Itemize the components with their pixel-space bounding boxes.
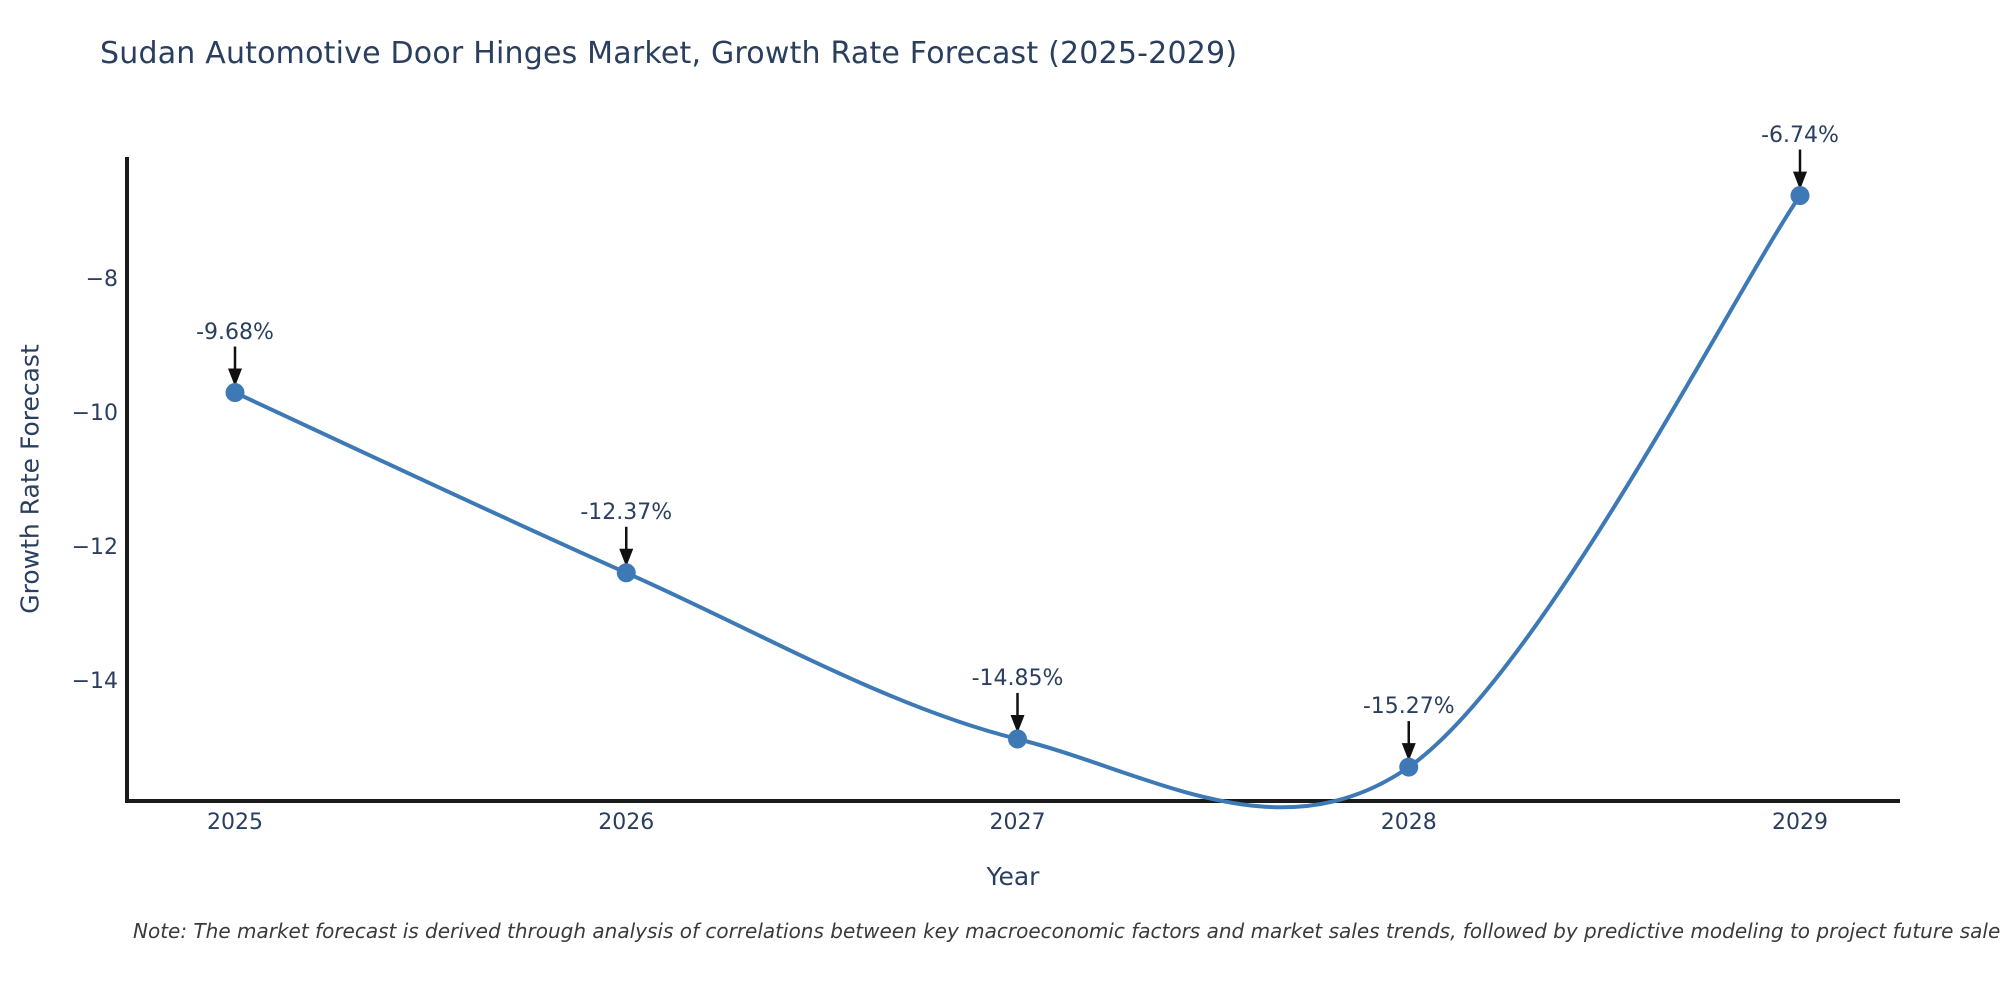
y-tick-neg10: −10 [71,401,118,426]
footnote: Note: The market forecast is derived thr… [133,919,2000,943]
x-tick-2027: 2027 [989,810,1046,835]
x-tick-2026: 2026 [598,810,655,835]
x-tick-2028: 2028 [1380,810,1437,835]
y-tick-neg14: −14 [71,669,118,694]
y-tick-neg12: −12 [71,535,118,560]
x-tick-2029: 2029 [1772,810,1828,835]
chart-title: Sudan Automotive Door Hinges Market, Gro… [100,36,1238,71]
point-label-2028: -15.27% [1362,694,1455,720]
point-label-2026: -12.37% [580,499,673,525]
x-tick-2025: 2025 [207,810,263,835]
y-tick-neg8: −8 [85,267,118,292]
point-label-2027: -14.85% [971,665,1064,691]
point-label-2025: -9.68% [196,319,274,345]
y-axis-title: Growth Rate Forecast [15,344,45,614]
point-label-2029: -6.74% [1761,122,1839,148]
x-axis-title: Year [986,862,1040,891]
